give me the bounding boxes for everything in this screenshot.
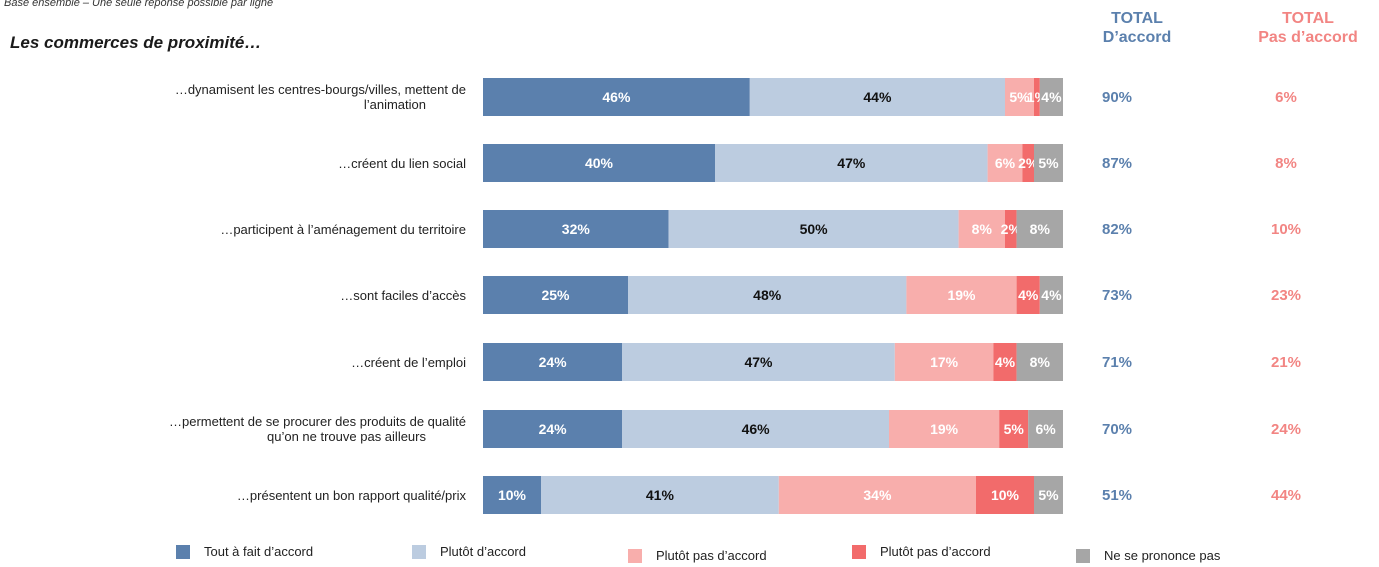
legend-item: Tout à fait d’accord xyxy=(176,544,313,559)
legend-label: Tout à fait d’accord xyxy=(204,544,313,559)
legend-swatch xyxy=(852,545,866,559)
bar-value-label: 24% xyxy=(539,354,568,370)
bar-value-label: 4% xyxy=(1041,287,1062,303)
total-pas-accord-value: 23% xyxy=(1271,287,1301,304)
bar-value-label: 50% xyxy=(800,221,829,237)
bar-value-label: 8% xyxy=(1030,354,1051,370)
bar-value-label: 47% xyxy=(744,354,773,370)
legend-label: Ne se prononce pas xyxy=(1104,548,1220,563)
bar-value-label: 10% xyxy=(991,487,1020,503)
legend-item: Plutôt pas d’accord xyxy=(628,548,767,563)
total-accord-value: 51% xyxy=(1102,487,1132,504)
bar-value-label: 10% xyxy=(498,487,527,503)
legend-label: Plutôt d’accord xyxy=(440,544,526,559)
legend-item: Ne se prononce pas xyxy=(1076,548,1220,563)
total-accord-value: 82% xyxy=(1102,221,1132,238)
bar-value-label: 17% xyxy=(930,354,959,370)
total-accord-value: 71% xyxy=(1102,354,1132,371)
total-pas-accord-value: 24% xyxy=(1271,421,1301,438)
bar-value-label: 6% xyxy=(1035,421,1056,437)
total-accord-value: 70% xyxy=(1102,421,1132,438)
total-accord-value: 73% xyxy=(1102,287,1132,304)
bar-value-label: 5% xyxy=(1038,487,1059,503)
total-pas-accord-value: 21% xyxy=(1271,354,1301,371)
bar-value-label: 5% xyxy=(1004,421,1025,437)
bar-value-label: 4% xyxy=(995,354,1016,370)
total-accord-value: 90% xyxy=(1102,89,1132,106)
bar-value-label: 24% xyxy=(539,421,568,437)
bar-value-label: 32% xyxy=(562,221,591,237)
bar-value-label: 25% xyxy=(541,287,570,303)
total-pas-accord-value: 44% xyxy=(1271,487,1301,504)
total-pas-accord-value: 8% xyxy=(1275,155,1297,172)
bar-value-label: 8% xyxy=(972,221,993,237)
total-pas-accord-value: 10% xyxy=(1271,221,1301,238)
bar-value-label: 19% xyxy=(930,421,959,437)
legend-label: Plutôt pas d’accord xyxy=(880,544,991,559)
bar-value-label: 6% xyxy=(995,155,1016,171)
legend-label: Plutôt pas d’accord xyxy=(656,548,767,563)
legend-swatch xyxy=(628,549,642,563)
bar-value-label: 41% xyxy=(646,487,675,503)
bar-value-label: 46% xyxy=(742,421,771,437)
legend-swatch xyxy=(412,545,426,559)
bar-value-label: 47% xyxy=(837,155,866,171)
bar-value-label: 34% xyxy=(863,487,892,503)
bar-value-label: 4% xyxy=(1018,287,1039,303)
legend-swatch xyxy=(1076,549,1090,563)
legend-item: Plutôt pas d’accord xyxy=(852,544,991,559)
bar-value-label: 46% xyxy=(602,89,631,105)
legend: Tout à fait d’accord Plutôt d’accord Plutô… xyxy=(0,544,1379,564)
bar-value-label: 5% xyxy=(1038,155,1059,171)
legend-item: Plutôt d’accord xyxy=(412,544,526,559)
legend-swatch xyxy=(176,545,190,559)
total-pas-accord-value: 6% xyxy=(1275,89,1297,106)
total-accord-value: 87% xyxy=(1102,155,1132,172)
bar-value-label: 48% xyxy=(753,287,782,303)
bar-value-label: 44% xyxy=(863,89,892,105)
bar-value-label: 4% xyxy=(1041,89,1062,105)
bar-value-label: 40% xyxy=(585,155,614,171)
bar-value-label: 8% xyxy=(1030,221,1051,237)
bar-value-label: 19% xyxy=(947,287,976,303)
